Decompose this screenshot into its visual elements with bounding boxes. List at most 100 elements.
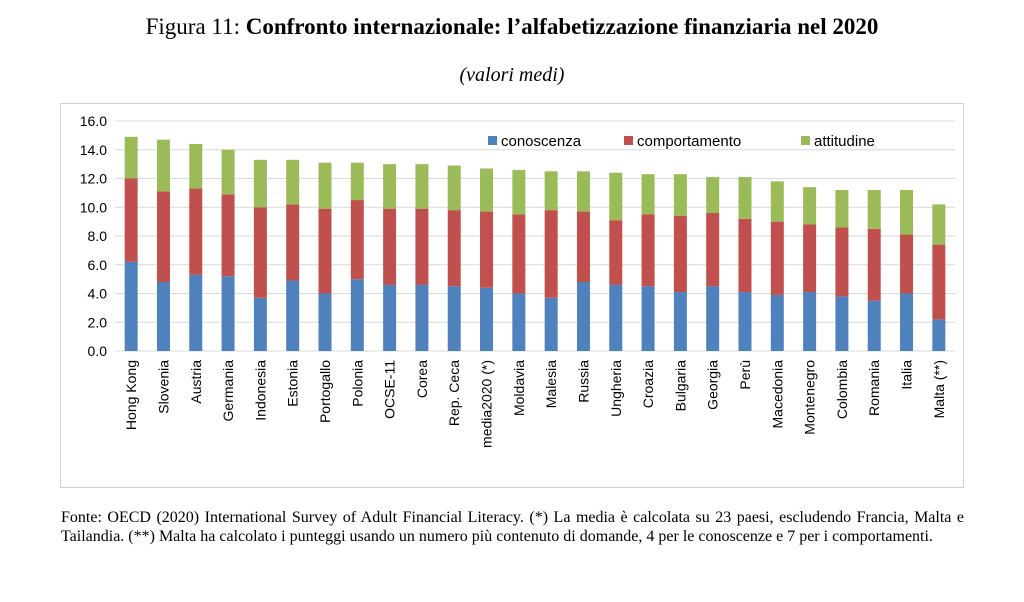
bar-conoscenza — [900, 293, 914, 351]
bar-comportamento — [738, 218, 752, 293]
bar-conoscenza — [156, 282, 170, 351]
bar-comportamento — [480, 211, 494, 288]
x-tick-label: Italia — [899, 360, 915, 390]
bar-comportamento — [932, 244, 946, 320]
bar-comportamento — [156, 191, 170, 282]
x-tick-label: Colombia — [834, 360, 850, 419]
bar-attitudine — [576, 171, 590, 212]
x-tick-label: media2020 (*) — [479, 360, 495, 448]
bar-conoscenza — [221, 276, 235, 351]
legend-swatch-conoscenza — [488, 136, 497, 145]
x-tick-label: Portogallo — [317, 360, 333, 423]
bar-conoscenza — [286, 280, 300, 351]
x-tick-label: Austria — [188, 360, 204, 404]
chart-title: Figura 11: Confronto internazionale: l’a… — [0, 14, 1024, 40]
bar-attitudine — [221, 149, 235, 195]
bar-comportamento — [867, 228, 881, 301]
x-tick-label: Ungheria — [608, 360, 624, 417]
bar-attitudine — [738, 177, 752, 219]
x-tick-label: Moldavia — [511, 360, 527, 416]
x-tick-label: Bulgaria — [672, 360, 688, 412]
bar-conoscenza — [673, 292, 687, 351]
bar-attitudine — [156, 139, 170, 192]
legend-label-attitudine: attitudine — [814, 133, 875, 150]
chart-title-main: Confronto internazionale: l’alfabetizzaz… — [245, 14, 879, 39]
bar-comportamento — [576, 211, 590, 282]
bar-attitudine — [835, 190, 849, 228]
bar-attitudine — [189, 144, 203, 189]
bar-comportamento — [318, 208, 332, 294]
legend-label-conoscenza: conoscenza — [501, 133, 582, 150]
y-tick-label: 6.0 — [88, 257, 108, 273]
bar-comportamento — [835, 227, 849, 297]
x-tick-label: Malesia — [543, 360, 559, 408]
bar-comportamento — [253, 207, 267, 298]
y-tick-label: 4.0 — [88, 286, 108, 302]
x-tick-label: Corea — [414, 360, 430, 398]
x-tick-label: Germania — [220, 360, 236, 422]
bar-conoscenza — [803, 292, 817, 351]
bar-conoscenza — [415, 284, 429, 351]
bar-attitudine — [124, 136, 138, 179]
bar-conoscenza — [544, 297, 558, 351]
bar-conoscenza — [770, 294, 784, 351]
bar-conoscenza — [480, 287, 494, 351]
chart-frame: 0.0 2.0 4.0 6.0 8.0 10.0 12.0 14.0 16.0 Hong Kong… — [60, 103, 964, 488]
bar-conoscenza — [318, 293, 332, 351]
bar-attitudine — [512, 169, 526, 215]
chart-subtitle: (valori medi) — [459, 64, 565, 86]
bar-comportamento — [673, 215, 687, 293]
bar-comportamento — [900, 234, 914, 294]
bar-comportamento — [286, 204, 300, 281]
bar-conoscenza — [512, 293, 526, 351]
y-tick-label: 8.0 — [88, 228, 108, 244]
bar-comportamento — [544, 210, 558, 298]
bar-conoscenza — [447, 286, 461, 351]
bar-attitudine — [544, 171, 558, 211]
bar-conoscenza — [576, 282, 590, 351]
bar-comportamento — [706, 213, 720, 287]
bar-comportamento — [189, 188, 203, 275]
y-tick-label: 14.0 — [80, 142, 107, 158]
bar-attitudine — [318, 162, 332, 209]
bar-attitudine — [609, 172, 623, 221]
x-tick-label: Polonia — [349, 360, 365, 407]
x-tick-label: Macedonia — [769, 360, 785, 429]
x-tick-label: Russia — [575, 360, 591, 403]
x-tick-label: Indonesia — [252, 360, 268, 421]
chart-title-prefix: Figura 11: — [145, 14, 246, 39]
y-tick-label: 12.0 — [80, 171, 107, 187]
x-tick-label: Estonia — [285, 360, 301, 407]
bar-conoscenza — [609, 284, 623, 351]
y-tick-label: 10.0 — [80, 199, 107, 215]
bar-attitudine — [673, 174, 687, 216]
bar-comportamento — [415, 208, 429, 285]
bar-comportamento — [447, 210, 461, 287]
y-tick-label: 2.0 — [88, 314, 108, 330]
x-tick-label: Rep. Ceca — [446, 360, 462, 426]
bar-conoscenza — [124, 261, 138, 351]
bar-conoscenza — [706, 286, 720, 351]
bar-comportamento — [770, 221, 784, 295]
legend-swatch-comportamento — [624, 136, 633, 145]
x-tick-label: OCSE-11 — [382, 360, 398, 419]
bar-conoscenza — [383, 284, 397, 351]
legend-label-comportamento: comportamento — [637, 133, 741, 150]
bar-attitudine — [447, 165, 461, 211]
x-tick-label: Malta (**) — [931, 360, 947, 418]
x-tick-label: Montenegro — [802, 360, 818, 435]
bar-conoscenza — [350, 279, 364, 351]
x-tick-label: Croazia — [640, 360, 656, 408]
y-tick-label: 16.0 — [80, 113, 107, 129]
bar-attitudine — [932, 204, 946, 245]
bar-attitudine — [350, 162, 364, 201]
bar-comportamento — [350, 200, 364, 280]
x-tick-label: Romania — [866, 360, 882, 416]
stacked-bar-chart: 0.0 2.0 4.0 6.0 8.0 10.0 12.0 14.0 16.0 Hong Kong… — [80, 113, 955, 448]
legend-swatch-attitudine — [801, 136, 810, 145]
bar-comportamento — [124, 178, 138, 262]
bar-conoscenza — [932, 319, 946, 351]
x-tick-label: Perù — [737, 360, 753, 390]
bar-attitudine — [383, 164, 397, 209]
bar-comportamento — [641, 214, 655, 287]
